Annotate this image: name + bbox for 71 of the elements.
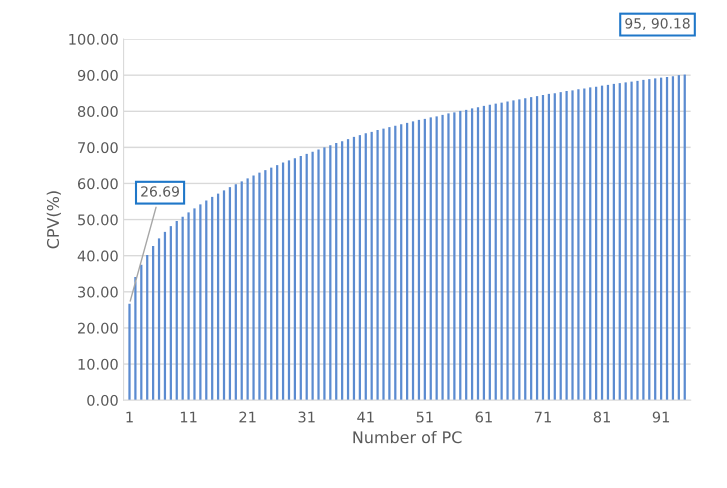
bar — [211, 196, 214, 400]
bar — [358, 135, 361, 400]
x-tick-label: 31 — [298, 412, 315, 423]
x-tick-label: 11 — [180, 412, 196, 422]
y-tick-label: 40.00 — [78, 250, 118, 262]
bar — [684, 74, 686, 400]
bar — [306, 154, 308, 400]
bar — [424, 118, 426, 400]
bar — [624, 82, 627, 400]
x-tick-label: 51 — [416, 412, 433, 423]
bar — [234, 184, 237, 400]
y-tick-label: 100.00 — [69, 34, 118, 45]
bar — [341, 141, 344, 400]
bar — [494, 104, 497, 400]
bar — [300, 156, 302, 400]
bar — [518, 99, 520, 400]
x-tick-label: 1 — [126, 412, 133, 422]
bar — [524, 98, 526, 400]
bar — [276, 165, 278, 400]
x-tick-label: 41 — [357, 412, 374, 422]
x-tick-label: 81 — [594, 412, 610, 423]
bar — [595, 86, 598, 400]
bar — [488, 104, 491, 400]
annotation: 26.69 — [141, 186, 179, 197]
y-tick-label: 20.00 — [78, 322, 118, 334]
bar — [329, 145, 332, 400]
bar — [430, 117, 432, 400]
x-tick-label: 71 — [534, 412, 551, 422]
bar — [240, 181, 243, 400]
bar — [612, 84, 615, 400]
bar — [500, 102, 503, 400]
bar — [246, 178, 249, 400]
bar — [394, 126, 396, 400]
bar — [146, 254, 148, 400]
y-axis-title: CPV(%) — [46, 191, 61, 248]
y-tick-label: 80.00 — [78, 106, 118, 118]
x-tick-label: 61 — [476, 412, 492, 423]
x-tick-label: 91 — [652, 412, 670, 423]
bar — [176, 221, 178, 400]
bar — [205, 200, 208, 400]
bar — [678, 75, 680, 400]
bar — [364, 133, 367, 400]
bar — [618, 83, 621, 400]
bar — [589, 87, 592, 400]
bar — [554, 93, 556, 400]
bar — [264, 170, 266, 400]
bar — [459, 110, 462, 400]
bar — [400, 124, 402, 400]
bar — [182, 216, 184, 400]
bar — [370, 132, 373, 400]
bar — [465, 110, 468, 400]
bar — [530, 97, 532, 400]
y-tick-label: 50.00 — [78, 214, 118, 226]
bar — [583, 88, 586, 400]
bar — [270, 168, 272, 400]
x-tick-label: 21 — [239, 412, 256, 422]
y-tick-label: 30.00 — [78, 286, 118, 298]
x-axis-title: Number of PC — [353, 430, 462, 444]
y-tick-label: 90.00 — [78, 70, 118, 81]
bar — [560, 92, 562, 400]
bar — [335, 143, 338, 400]
y-tick-label: 60.00 — [78, 178, 118, 190]
bar — [436, 116, 438, 400]
bar — [648, 79, 650, 400]
y-tick-label: 10.00 — [78, 358, 118, 370]
bar — [170, 226, 172, 400]
y-tick-label: 0.00 — [87, 394, 118, 406]
text: 95, 90.18 — [625, 18, 690, 30]
y-tick-label: 70.00 — [78, 142, 118, 154]
bar — [140, 264, 142, 400]
bar — [654, 78, 656, 400]
